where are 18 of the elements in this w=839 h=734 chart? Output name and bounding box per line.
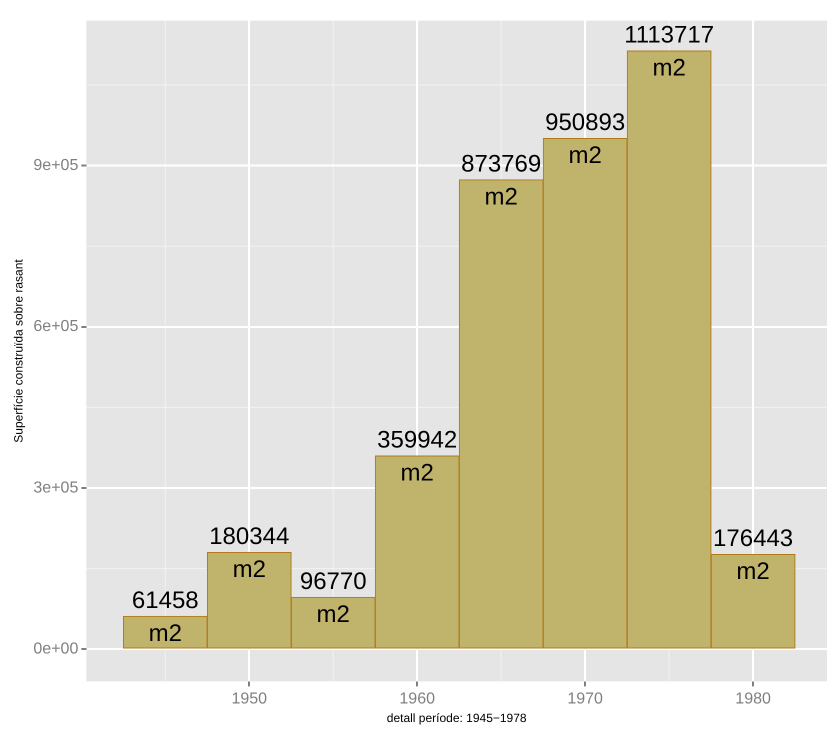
x-axis-title: detall període: 1945−1978 [386,711,527,726]
y-axis-title: Superfície construïda sobre rasant [12,258,26,443]
x-tick-label: 1950 [231,690,268,708]
y-tick-label: 9e+05 [33,157,78,174]
data-label: 359942 m2 [377,426,458,486]
data-label: 950893 m2 [545,108,626,169]
x-tick-label: 1960 [399,690,436,708]
y-tick-label: 6e+05 [33,318,78,336]
x-tick-label: 1970 [567,690,604,708]
data-label: 61458 m2 [132,586,199,647]
data-label: 96770 m2 [300,568,367,628]
data-label: 176443 m2 [713,525,794,585]
data-label: 1113717 m2 [624,21,714,82]
y-tick-label: 0e+00 [33,640,78,658]
data-label: 180344 m2 [209,522,290,583]
y-tick-label: 3e+05 [33,479,78,496]
x-tick-label: 1980 [735,690,771,708]
data-label: 873769 m2 [461,150,542,210]
